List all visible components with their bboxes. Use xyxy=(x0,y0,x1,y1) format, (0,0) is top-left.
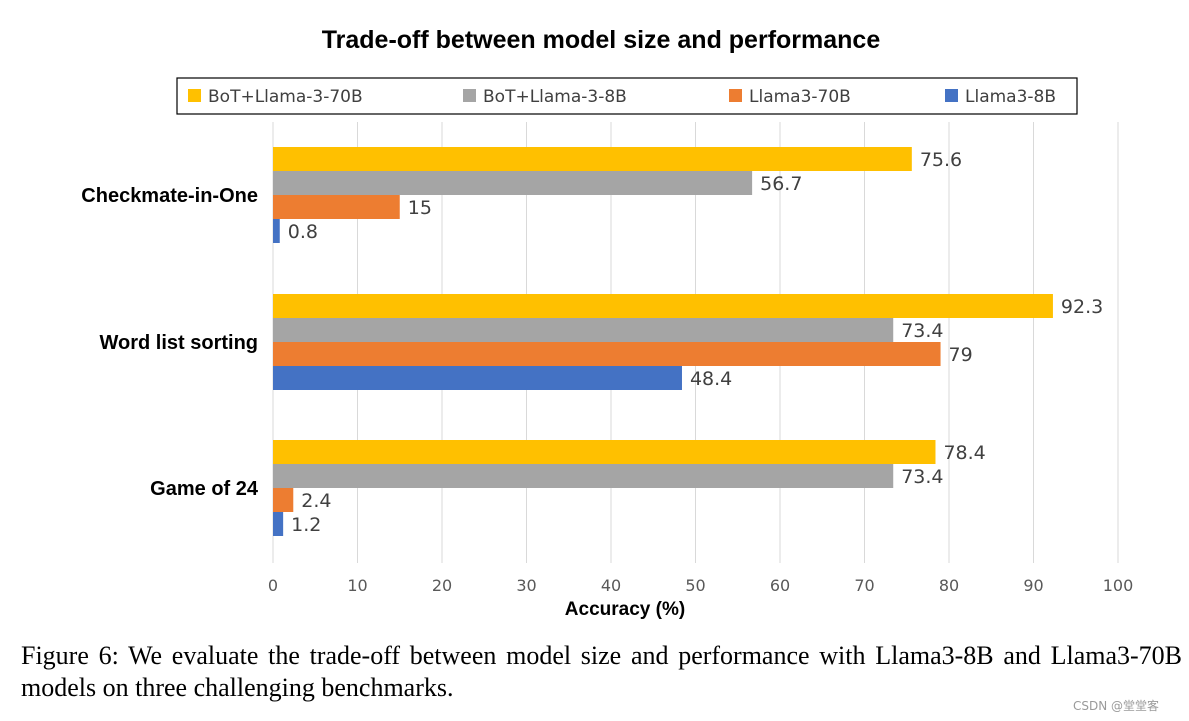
data-label: 0.8 xyxy=(288,221,318,243)
bar xyxy=(273,318,894,342)
data-label: 48.4 xyxy=(690,368,732,390)
x-tick-label: 20 xyxy=(432,576,452,595)
bar xyxy=(273,366,682,390)
x-axis-ticks: 0 10 20 30 40 50 60 70 80 90 100 xyxy=(268,576,1133,595)
legend-label: Llama3-8B xyxy=(965,87,1056,107)
bar xyxy=(273,342,941,366)
watermark: CSDN @堂堂客 xyxy=(1073,699,1160,713)
x-tick-label: 60 xyxy=(770,576,790,595)
figure-caption: Figure 6: We evaluate the trade-off betw… xyxy=(21,641,1182,702)
category-label: Game of 24 xyxy=(150,478,259,500)
x-tick-label: 10 xyxy=(347,576,367,595)
category-label: Checkmate-in-One xyxy=(81,185,258,207)
bar xyxy=(273,488,294,512)
chart-title: Trade-off between model size and perform… xyxy=(322,26,881,54)
data-label: 78.4 xyxy=(943,442,985,464)
legend: BoT+Llama-3-70B BoT+Llama-3-8B Llama3-70B L… xyxy=(176,77,1078,115)
data-label: 2.4 xyxy=(301,490,331,512)
legend-label: BoT+Llama-3-8B xyxy=(483,87,627,107)
data-label: 73.4 xyxy=(901,466,943,488)
bar xyxy=(273,294,1053,318)
bar xyxy=(273,464,894,488)
x-tick-label: 70 xyxy=(854,576,874,595)
x-tick-label: 40 xyxy=(601,576,621,595)
data-label: 75.6 xyxy=(920,149,962,171)
data-label: 92.3 xyxy=(1061,296,1103,318)
x-axis-title: Accuracy (%) xyxy=(565,599,685,620)
bar xyxy=(273,440,936,464)
data-label: 73.4 xyxy=(901,320,943,342)
chart: Trade-off between model size and perform… xyxy=(81,26,1133,620)
legend-box xyxy=(176,77,1078,115)
legend-swatch xyxy=(463,89,476,102)
bars xyxy=(273,147,1053,536)
legend-swatch xyxy=(729,89,742,102)
data-label: 15 xyxy=(408,197,432,219)
x-tick-label: 0 xyxy=(268,576,278,595)
legend-label: Llama3-70B xyxy=(749,87,851,107)
data-label: 56.7 xyxy=(760,173,802,195)
bar xyxy=(273,147,912,171)
bar xyxy=(273,171,753,195)
x-tick-label: 90 xyxy=(1023,576,1043,595)
category-label: Word list sorting xyxy=(99,332,258,354)
legend-swatch xyxy=(188,89,201,102)
category-labels: Checkmate-in-One Word list sorting Game of… xyxy=(81,185,259,500)
x-tick-label: 80 xyxy=(939,576,959,595)
data-label: 1.2 xyxy=(291,514,321,536)
bar xyxy=(273,512,284,536)
bar xyxy=(273,195,400,219)
legend-label: BoT+Llama-3-70B xyxy=(208,87,363,107)
legend-swatch xyxy=(945,89,958,102)
data-label: 79 xyxy=(949,344,973,366)
x-tick-label: 50 xyxy=(685,576,705,595)
value-labels: 75.656.7150.892.373.47948.478.473.42.41.… xyxy=(288,149,1103,536)
x-tick-label: 100 xyxy=(1103,576,1134,595)
x-tick-label: 30 xyxy=(516,576,536,595)
bar xyxy=(273,219,280,243)
